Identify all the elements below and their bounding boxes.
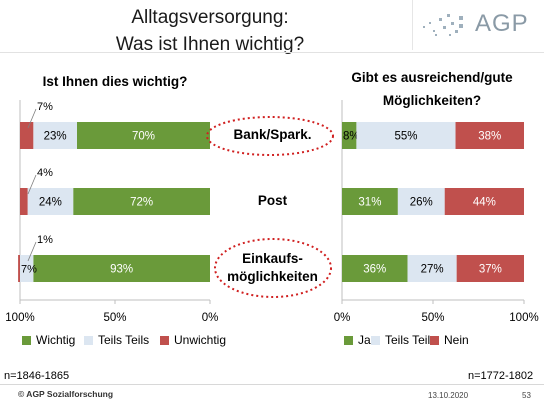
- left-data-label: 7%: [37, 101, 53, 113]
- left-legend-item-teils: Teils Teils: [84, 333, 149, 347]
- left-tick-label: 100%: [5, 312, 34, 324]
- left-data-label: 4%: [37, 167, 53, 179]
- legend-label: Ja: [358, 333, 371, 347]
- right-chart-title-line-2: Möglichkeiten?: [382, 93, 482, 108]
- right-bar-segment: [342, 255, 408, 282]
- left-bar-segment: [77, 122, 210, 149]
- left-data-label: 93%: [110, 264, 133, 276]
- right-legend-item-teils: Teils Teils: [371, 333, 436, 347]
- logo-dots-graphic: [423, 14, 463, 36]
- center-label-einkauf-line-1: Einkaufs-: [242, 251, 303, 266]
- agp-logo: [412, 0, 544, 50]
- left-bar-segment: [20, 188, 28, 215]
- right-data-label: 55%: [394, 131, 417, 143]
- title-line-1: Alltagsversorgung:: [131, 7, 289, 28]
- left-data-label: 1%: [37, 234, 53, 246]
- legend-label: Unwichtig: [174, 333, 227, 347]
- right-chart-title-line-1: Gibt es ausreichend/gute: [351, 70, 513, 85]
- right-bar-segment: [444, 188, 524, 215]
- right-data-label: 44%: [473, 197, 496, 209]
- left-bar-segment: [27, 188, 74, 215]
- center-label-einkauf-line-2: möglichkeiten: [227, 269, 318, 284]
- right-data-label: 38%: [478, 131, 501, 143]
- left-bar-segment: [73, 188, 210, 215]
- right-data-label: 31%: [358, 197, 381, 209]
- legend-swatch: [160, 335, 169, 345]
- footer-copyright: © AGP Sozialforschung: [18, 389, 114, 399]
- right-bar-segment: [356, 122, 456, 149]
- right-chart-title: Gibt es ausreichend/gute Möglichkeiten?: [332, 66, 532, 112]
- header-divider: [0, 52, 544, 53]
- footer-date: 13.10.2020: [428, 391, 469, 400]
- right-data-label: 36%: [363, 264, 386, 276]
- title-line-2: Was ist Ihnen wichtig?: [115, 34, 305, 55]
- left-bar-segment: [18, 255, 20, 282]
- right-data-label: 37%: [479, 264, 502, 276]
- right-data-label: 27%: [421, 264, 444, 276]
- left-legend-item-unwichtig: Unwichtig: [160, 333, 226, 347]
- right-legend-item-nein: Nein: [430, 333, 469, 347]
- legend-label: Teils Teils: [98, 333, 150, 347]
- right-data-label: 8%: [343, 131, 360, 143]
- legend-swatch: [84, 335, 93, 345]
- right-bar-segment: [407, 255, 457, 282]
- callout-ellipse-bank: [206, 116, 334, 156]
- right-tick-label: 50%: [421, 312, 444, 324]
- callout-ellipse-einkauf: [214, 238, 332, 298]
- left-leader-line: [27, 241, 37, 262]
- right-tick-label: 100%: [509, 312, 538, 324]
- logo-text: AGP: [475, 10, 529, 37]
- left-leader-line: [27, 174, 37, 195]
- left-tick-label: 0%: [202, 312, 219, 324]
- right-bar-segment: [342, 122, 357, 149]
- right-bar-segment: [456, 255, 524, 282]
- right-data-label: 26%: [410, 197, 433, 209]
- legend-swatch: [22, 335, 31, 345]
- left-data-label: 24%: [39, 197, 62, 209]
- left-bar-segment: [33, 122, 77, 149]
- left-data-label: 23%: [44, 131, 67, 143]
- left-legend-item-wichtig: Wichtig: [22, 333, 75, 347]
- right-tick-label: 0%: [334, 312, 351, 324]
- left-bar-segment: [20, 122, 34, 149]
- center-label-post: Post: [257, 193, 288, 208]
- legend-swatch: [371, 335, 380, 345]
- legend-label: Wichtig: [36, 333, 76, 347]
- left-leader-line: [27, 108, 37, 129]
- left-sample-size: n=1846-1865: [4, 370, 70, 382]
- left-bar-segment: [20, 255, 34, 282]
- center-label-einkauf: Einkaufs- möglichkeiten: [210, 250, 335, 286]
- footer-divider: [0, 384, 544, 385]
- slide-title: Alltagsversorgung: Was ist Ihnen wichtig…: [60, 4, 360, 58]
- left-data-label: 72%: [130, 197, 153, 209]
- right-sample-size: n=1772-1802: [468, 370, 534, 382]
- legend-label: Nein: [444, 333, 469, 347]
- left-data-label: 7%: [21, 263, 37, 275]
- legend-swatch: [344, 335, 353, 345]
- left-tick-label: 50%: [103, 312, 126, 324]
- left-bar-segment: [33, 255, 210, 282]
- left-chart-title: Ist Ihnen dies wichtig?: [42, 74, 188, 89]
- right-bar-segment: [342, 188, 398, 215]
- right-legend-item-ja: Ja: [344, 333, 371, 347]
- footer-page-number: 53: [522, 391, 531, 400]
- right-bar-segment: [397, 188, 445, 215]
- center-label-bank: Bank/Spark.: [233, 127, 312, 142]
- left-data-label: 70%: [132, 131, 155, 143]
- legend-label: Teils Teils: [385, 333, 437, 347]
- right-bar-segment: [455, 122, 524, 149]
- legend-swatch: [430, 335, 439, 345]
